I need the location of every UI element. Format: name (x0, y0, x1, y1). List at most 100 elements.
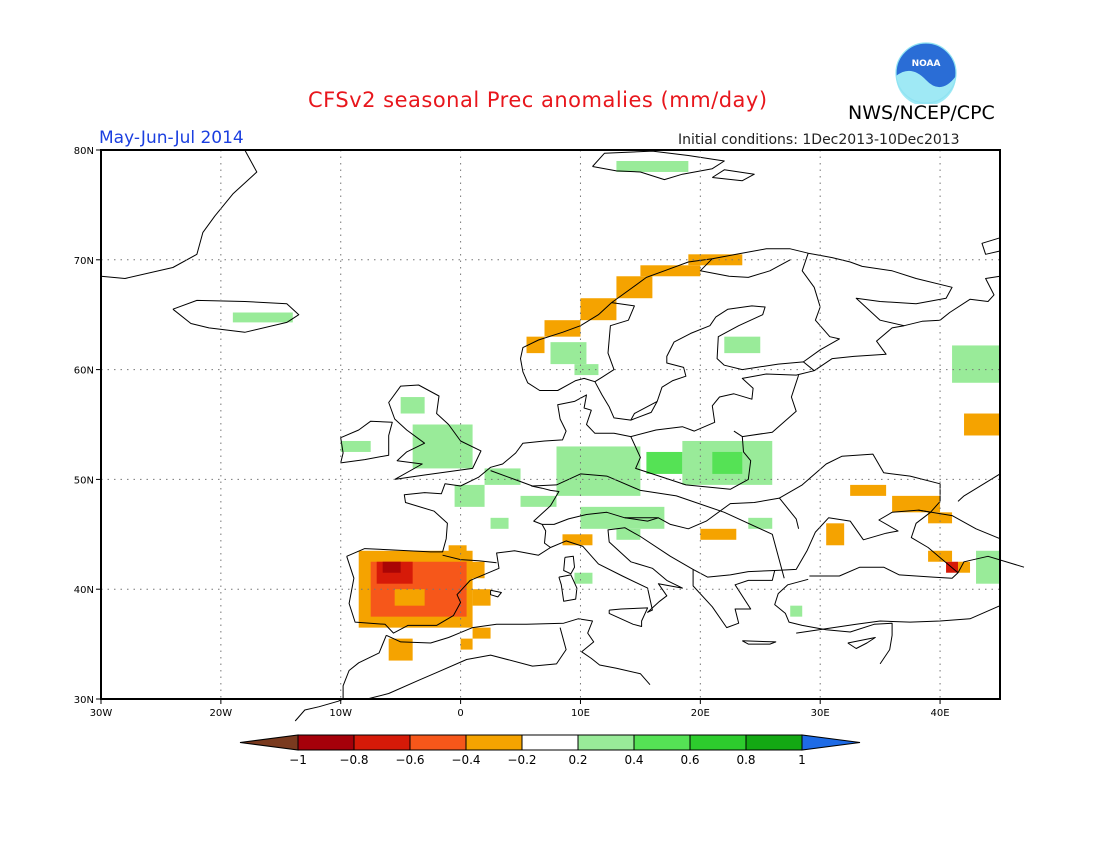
coastline (813, 325, 905, 372)
legend-tick-label: 0.8 (736, 753, 755, 767)
anomaly-cell (490, 517, 509, 529)
x-tick-label: 30E (811, 708, 830, 719)
coastline (712, 169, 755, 182)
anomaly-cell (688, 254, 743, 266)
anomaly-cell (640, 265, 701, 277)
anomaly-cell (712, 451, 743, 474)
anomaly-cell (616, 160, 689, 172)
legend-swatch (577, 734, 635, 751)
coastline (531, 485, 560, 548)
anomaly-cell (928, 512, 953, 524)
anomaly-cell (562, 534, 593, 546)
coastline (957, 473, 1001, 502)
coastline (779, 453, 941, 513)
legend-swatch (521, 734, 579, 751)
legend-tick-label: −1 (289, 753, 307, 767)
coastline (592, 150, 725, 181)
anomaly-cell (958, 561, 971, 573)
legend-tick-label: −0.6 (395, 753, 424, 767)
anomaly-cell (454, 484, 485, 507)
y-tick-label: 40N (74, 585, 94, 596)
anomaly-cell (556, 446, 641, 496)
coastline (490, 470, 785, 579)
coastline (342, 635, 387, 699)
y-tick-label: 60N (74, 366, 94, 377)
map-frame (100, 149, 1001, 700)
anomaly-cell (232, 312, 293, 323)
anomaly-cell (700, 528, 737, 540)
initial-conditions-label: Initial conditions: 1Dec2013-10Dec2013 (678, 132, 960, 148)
anomaly-cell (550, 342, 587, 365)
coastline (630, 400, 658, 421)
legend-swatch (409, 734, 467, 751)
x-tick-label: 10E (571, 708, 590, 719)
anomaly-cell (892, 495, 941, 513)
legend-low-arrow (239, 734, 299, 751)
anomaly-cell (526, 336, 545, 354)
x-tick-label: 20W (210, 708, 233, 719)
coastline (742, 374, 800, 438)
x-tick-label: 10W (329, 708, 352, 719)
figure-title: CFSv2 seasonal Prec anomalies (mm/day) (308, 88, 768, 112)
legend-swatch (689, 734, 747, 751)
coastline (981, 237, 1001, 255)
coastline (801, 253, 840, 363)
y-tick-label: 50N (74, 475, 94, 486)
anomaly-cell (580, 506, 665, 529)
coastline (699, 258, 791, 278)
coastline (847, 637, 876, 649)
anomaly-cell (472, 627, 491, 639)
coastline (594, 302, 635, 383)
legend-swatch (745, 734, 803, 751)
anomaly-cell (724, 336, 761, 354)
y-tick-label: 30N (74, 695, 94, 706)
legend-swatch (353, 734, 411, 751)
legend-tick-label: −0.8 (339, 753, 368, 767)
anomaly-cell (340, 440, 371, 452)
anomaly-cell (472, 589, 491, 606)
legend-swatch (465, 734, 523, 751)
y-tick-label: 80N (74, 146, 94, 157)
anomaly-cell (826, 523, 845, 546)
anomaly-cell (382, 561, 401, 573)
x-tick-label: 0 (457, 708, 463, 719)
legend-swatch (633, 734, 691, 751)
coastline (100, 149, 258, 279)
x-tick-label: 30W (90, 708, 113, 719)
coastline (558, 574, 578, 602)
legend-tick-label: 1 (798, 753, 806, 767)
anomaly-cell (580, 298, 617, 321)
anomaly-cell (412, 424, 473, 469)
anomaly-cell (790, 605, 803, 617)
coastline (388, 384, 482, 480)
coastline (386, 618, 651, 686)
anomaly-cell (520, 495, 557, 507)
noaa-logo-icon: NOAA (895, 42, 957, 104)
coastline (346, 248, 1001, 557)
coastline (542, 497, 800, 530)
anomaly-cell (574, 572, 593, 584)
season-label: May-Jun-Jul 2014 (99, 128, 244, 148)
coastline (957, 555, 1025, 573)
coastline (563, 555, 575, 575)
coastline (624, 517, 659, 522)
anomaly-cell (574, 364, 599, 376)
anomaly-cell (850, 484, 887, 496)
coastline (294, 698, 344, 722)
anomaly-cell (394, 589, 425, 606)
x-tick-label: 40E (931, 708, 950, 719)
legend-tick-label: 0.6 (680, 753, 699, 767)
y-tick-label: 70N (74, 256, 94, 267)
coastline (340, 420, 393, 464)
legend-high-arrow (801, 734, 861, 751)
anomaly-cell (400, 397, 425, 414)
coastline (608, 607, 649, 627)
anomaly-cell (460, 638, 473, 650)
anomaly-cell (976, 550, 1000, 584)
legend-tick-label: 0.2 (568, 753, 587, 767)
anomaly-cell (748, 517, 773, 529)
noaa-logo-text: NOAA (912, 59, 941, 69)
x-tick-label: 20E (691, 708, 710, 719)
agency-label: NWS/NCEP/CPC (848, 102, 995, 124)
